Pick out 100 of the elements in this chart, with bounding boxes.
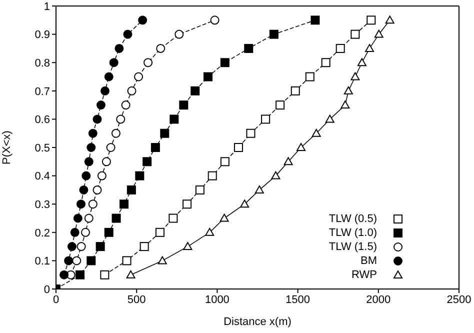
point — [100, 86, 110, 96]
point — [120, 200, 129, 209]
point — [344, 86, 353, 94]
point — [86, 256, 96, 266]
point — [210, 16, 220, 25]
point — [168, 214, 178, 223]
point — [156, 44, 166, 53]
point — [321, 58, 330, 68]
point — [60, 270, 69, 280]
x-axis-title: Distance x(m) — [224, 316, 292, 328]
point — [79, 185, 88, 194]
point — [208, 171, 217, 180]
point — [140, 242, 149, 252]
point — [76, 270, 85, 280]
point — [246, 128, 256, 138]
point — [86, 143, 96, 152]
point — [234, 143, 243, 152]
point — [127, 86, 136, 96]
point — [84, 157, 94, 166]
point — [261, 114, 270, 124]
point — [84, 214, 94, 223]
point — [104, 228, 114, 237]
point — [204, 72, 213, 82]
point — [72, 256, 82, 266]
point — [126, 270, 136, 278]
point — [144, 58, 153, 68]
point — [73, 214, 82, 223]
x-tick-label: 2000 — [366, 294, 391, 306]
point — [138, 16, 148, 25]
point — [174, 30, 184, 39]
x-tick-label: 1500 — [286, 294, 310, 306]
point — [290, 86, 300, 96]
x-tick-label: 500 — [127, 294, 146, 306]
point — [220, 58, 230, 68]
point — [220, 214, 229, 222]
point — [88, 128, 98, 138]
point — [96, 100, 106, 110]
point — [325, 114, 334, 123]
legend-label: TLW (1.5) — [328, 241, 377, 253]
point — [64, 256, 74, 266]
point — [112, 214, 121, 223]
point — [76, 242, 86, 252]
point — [142, 157, 152, 166]
point — [106, 143, 116, 152]
y-tick-label: 0 — [44, 284, 50, 296]
y-tick-label: 0.8 — [34, 58, 50, 70]
point — [244, 44, 254, 53]
point — [170, 114, 179, 124]
point — [82, 171, 91, 180]
point — [104, 72, 114, 82]
legend-label: TLW (1.0) — [328, 227, 377, 239]
point — [121, 100, 130, 110]
point — [366, 16, 376, 25]
point — [296, 143, 306, 151]
y-tick-label: 0.1 — [34, 256, 50, 268]
point — [179, 100, 188, 110]
point — [160, 128, 170, 138]
point — [340, 100, 350, 109]
point — [385, 16, 394, 24]
y-tick-label: 0.3 — [34, 199, 50, 212]
x-tick-label: 2500 — [446, 294, 472, 306]
point — [97, 171, 106, 180]
point — [92, 114, 102, 124]
legend-label: TLW (0.5) — [328, 213, 377, 225]
point — [67, 242, 76, 252]
point — [271, 171, 280, 180]
y-axis-title: P(X<x) — [0, 130, 13, 164]
point — [195, 185, 204, 194]
y-tick-label: 0.2 — [34, 227, 50, 240]
point — [374, 30, 384, 38]
point — [205, 228, 214, 236]
point — [182, 200, 192, 209]
y-tick-label: 0.5 — [34, 142, 50, 154]
point — [126, 185, 136, 194]
point — [357, 58, 366, 66]
y-tick-label: 0.9 — [34, 29, 50, 42]
point — [183, 242, 192, 250]
point — [102, 157, 111, 166]
point — [310, 16, 320, 25]
legend-label: BM — [360, 255, 377, 267]
point — [254, 185, 264, 194]
y-tick-label: 0.7 — [34, 86, 50, 98]
point — [81, 228, 90, 237]
x-tick-label: 1000 — [204, 294, 230, 306]
point — [312, 128, 321, 137]
point — [158, 256, 167, 264]
point — [134, 72, 144, 82]
point — [111, 128, 120, 138]
point — [269, 30, 278, 39]
point — [109, 58, 118, 68]
point — [350, 72, 360, 80]
point — [76, 200, 86, 209]
y-tick-label: 1 — [44, 0, 50, 13]
y-tick-label: 0.4 — [34, 170, 50, 183]
point — [96, 242, 105, 252]
point — [155, 228, 164, 237]
point — [114, 44, 124, 53]
point — [190, 86, 200, 96]
point — [276, 100, 285, 110]
point — [135, 171, 144, 180]
